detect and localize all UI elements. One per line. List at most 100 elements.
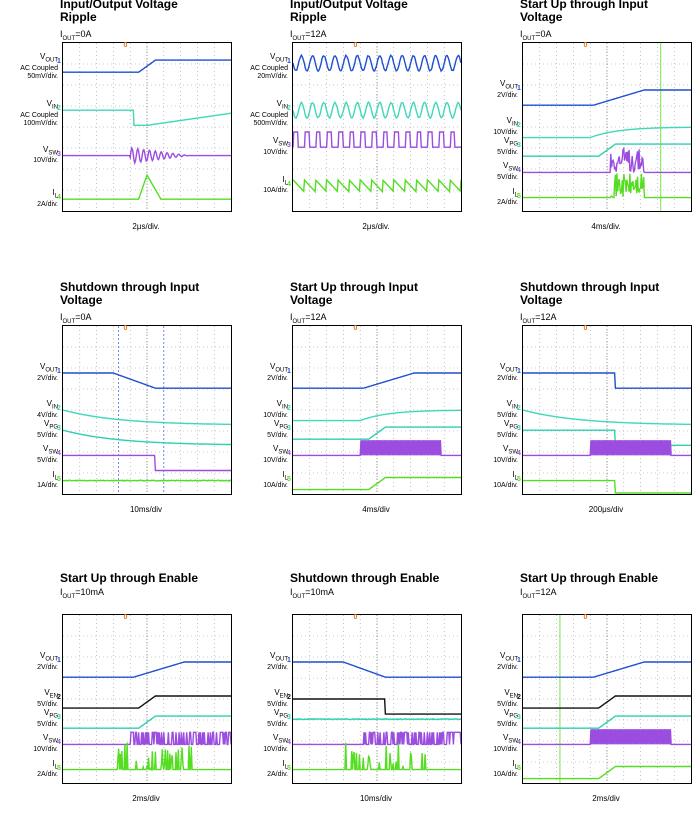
channel-name: VSW [493,445,518,457]
channel-label: VIN 5V/div. [497,400,518,420]
channel-scale: 5V/div. [497,720,518,728]
panel-title: Start Up through Input Voltage [520,0,648,24]
channel-label: VEN 5V/div. [37,689,58,709]
channel-scale: AC Coupled 50mV/div. [20,64,58,80]
channel-subscript: OUT [505,367,518,374]
scope-panel: Shutdown through Input Voltage IOUT=0A 0 1 2… [0,281,232,543]
panel-subtitle: IOUT=10mA [60,587,104,600]
channel-subscript: L [514,192,518,199]
channel-scale: 5V/div. [497,411,518,419]
channel-marker: 2 [517,405,521,412]
trace-il [63,173,231,200]
channel-subscript: SW [278,449,288,456]
channel-label: IL 10A/div. [263,175,288,196]
trace-vsw [293,440,461,457]
trigger-marker: 0 [353,42,358,49]
subtitle-symbol: I [290,312,293,322]
channel-subscript: EN [49,693,58,700]
channel-subscript: PG [279,424,288,431]
trace-vin [63,409,231,426]
trace-ven [523,695,691,709]
channel-symbol: V [39,651,46,661]
trace-vout [63,59,231,73]
channel-name: VPG [37,420,58,432]
trace-vin [523,126,691,139]
channel-label: VOUT AC Coupled 50mV/div. [20,53,58,81]
channel-subscript: IN [282,104,288,111]
scope-panel: Start Up through Enable IOUT=10mA 0 1 2 3 4 5 VO… [0,572,232,832]
channel-scale: 5V/div. [267,700,288,708]
channel-subscript: SW [508,166,518,173]
channel-subscript: L [54,193,58,200]
channel-name: VEN [497,689,518,701]
subtitle-value: =12A [305,29,327,39]
channel-name: VIN [37,400,58,412]
channel-name: VIN [250,100,288,112]
channel-marker: 5 [287,764,291,772]
channel-label: VPG 5V/div. [37,709,58,729]
trace-il [523,479,691,494]
channel-marker: 2 [287,405,291,412]
channel-name: VSW [493,734,518,746]
channel-label: VOUT 2V/div. [37,652,58,672]
channel-marker: 1 [517,85,521,93]
channel-label: VPG 5V/div. [267,420,288,440]
channel-symbol: V [274,688,280,697]
channel-symbol: V [46,99,52,109]
channel-scale: 2V/div. [267,374,288,382]
scope-svg [293,615,461,783]
trace-vsw [523,729,691,746]
scope-screen: 0 1 2 3 4 5 [57,325,232,495]
channel-subscript: L [514,764,518,771]
trace-vpg [523,715,691,729]
panel-title: Shutdown through Enable [290,571,440,585]
trace-vsw [293,131,461,148]
channel-marker: 1 [57,58,61,66]
channel-name: VIN [493,117,518,129]
trace-vsw [523,440,691,457]
channel-subscript: PG [509,424,518,431]
subtitle-symbol: I [60,29,63,39]
channel-symbol: V [502,444,509,454]
trace-vsw [63,731,231,746]
trace-vpg [293,717,461,721]
channel-subscript: SW [48,738,58,745]
channel-label: VIN 10V/div. [493,117,518,137]
channel-marker: 3 [57,150,61,158]
channel-name: VOUT [20,53,58,65]
channel-marker: 3 [517,425,521,433]
subtitle-subscript: OUT [522,35,536,42]
channel-marker: 3 [517,142,521,150]
trace-il [293,178,461,194]
channel-marker: 1 [287,657,291,665]
scope-panel: Start Up through Input Voltage IOUT=12A 0 1… [230,281,462,543]
panel-subtitle: IOUT=0A [60,312,91,325]
channel-marker: 2 [517,694,521,701]
channel-scale: 5V/div. [497,700,518,708]
channel-symbol: V [499,79,506,89]
channel-subscript: L [54,764,58,771]
trace-vin [293,100,461,120]
panel-title: Input/Output Voltage Ripple [60,0,178,24]
channel-label: IL 2A/div. [37,189,58,209]
subtitle-symbol: I [290,29,293,39]
trace-il [63,479,231,482]
channel-label: VPG 5V/div. [37,420,58,440]
channel-name: VSW [497,162,518,174]
channel-scale: 2V/div. [267,663,288,671]
channel-subscript: EN [509,693,518,700]
channel-name: VEN [267,689,288,701]
channel-symbol: V [502,161,509,171]
channel-symbol: V [42,444,49,454]
channel-scale: 2A/div. [497,199,518,207]
panel-title: Start Up through Input Voltage [290,280,418,307]
trace-vout [293,661,461,678]
channel-marker: 1 [287,58,291,66]
channel-subscript: OUT [275,57,288,64]
panel-subtitle: IOUT=0A [520,29,551,42]
panel-title: Start Up through Enable [520,571,658,585]
channel-subscript: OUT [275,656,288,663]
channel-marker: 4 [57,194,61,202]
panel-subtitle: IOUT=10mA [290,587,334,600]
panel-title: Start Up through Enable [60,571,198,585]
